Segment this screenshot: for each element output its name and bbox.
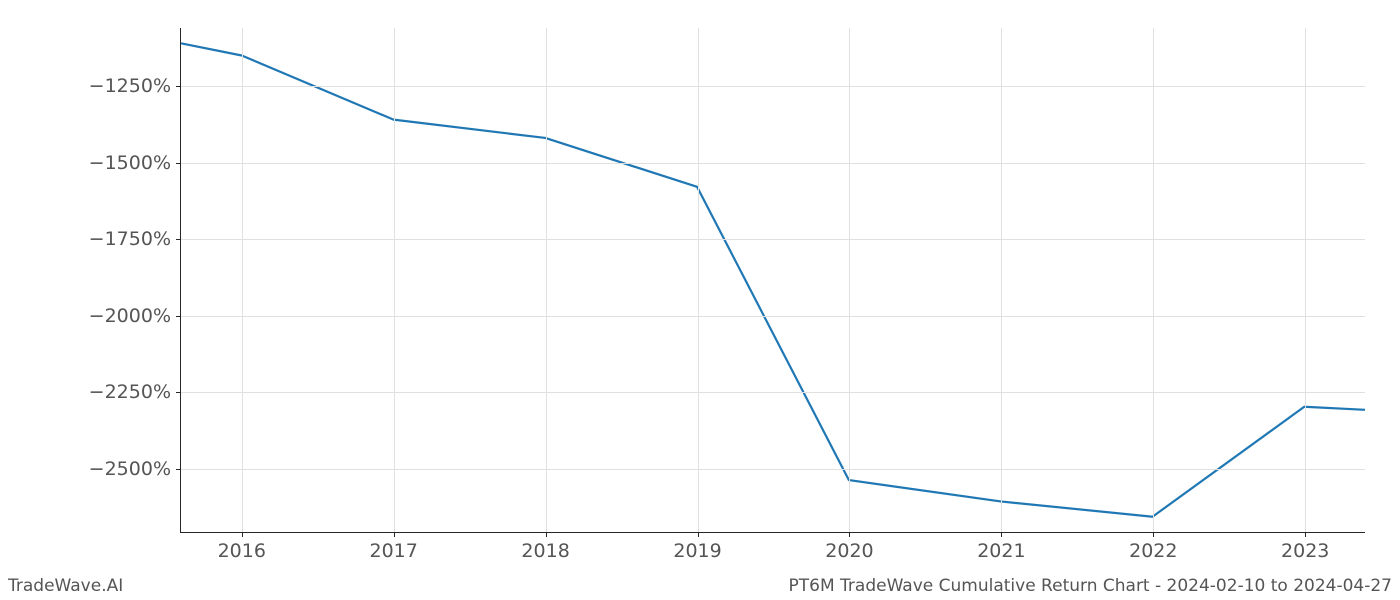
x-tick-label: 2021 [977, 532, 1025, 562]
grid-line-vertical [698, 28, 699, 532]
grid-line-horizontal [181, 239, 1365, 240]
grid-line-horizontal [181, 316, 1365, 317]
x-tick-label: 2022 [1129, 532, 1177, 562]
line-series [181, 28, 1365, 532]
x-tick-label: 2017 [370, 532, 418, 562]
y-tick-label: −2250% [89, 381, 181, 403]
grid-line-horizontal [181, 163, 1365, 164]
grid-line-vertical [849, 28, 850, 532]
y-tick-label: −1250% [89, 75, 181, 97]
y-tick-label: −1500% [89, 152, 181, 174]
y-tick-label: −1750% [89, 228, 181, 250]
grid-line-vertical [1001, 28, 1002, 532]
footer-right-text: PT6M TradeWave Cumulative Return Chart -… [789, 576, 1393, 596]
x-tick-label: 2016 [218, 532, 266, 562]
grid-line-vertical [1305, 28, 1306, 532]
grid-line-vertical [242, 28, 243, 532]
x-tick-label: 2019 [673, 532, 721, 562]
grid-line-horizontal [181, 86, 1365, 87]
grid-line-vertical [1153, 28, 1154, 532]
grid-line-horizontal [181, 392, 1365, 393]
x-tick-label: 2020 [825, 532, 873, 562]
x-tick-label: 2018 [521, 532, 569, 562]
grid-line-vertical [546, 28, 547, 532]
y-tick-label: −2000% [89, 305, 181, 327]
grid-line-horizontal [181, 469, 1365, 470]
footer-left-text: TradeWave.AI [8, 576, 123, 596]
chart-container: −2500% −2250% −2000% −1750% −1500% −1250% 2016… [0, 0, 1400, 600]
return-line [181, 43, 1365, 516]
grid-line-vertical [394, 28, 395, 532]
x-tick-label: 2023 [1281, 532, 1329, 562]
plot-area: −2500%−2250%−2000%−1750%−1500%−1250%2016… [180, 28, 1365, 533]
y-tick-label: −2500% [89, 458, 181, 480]
